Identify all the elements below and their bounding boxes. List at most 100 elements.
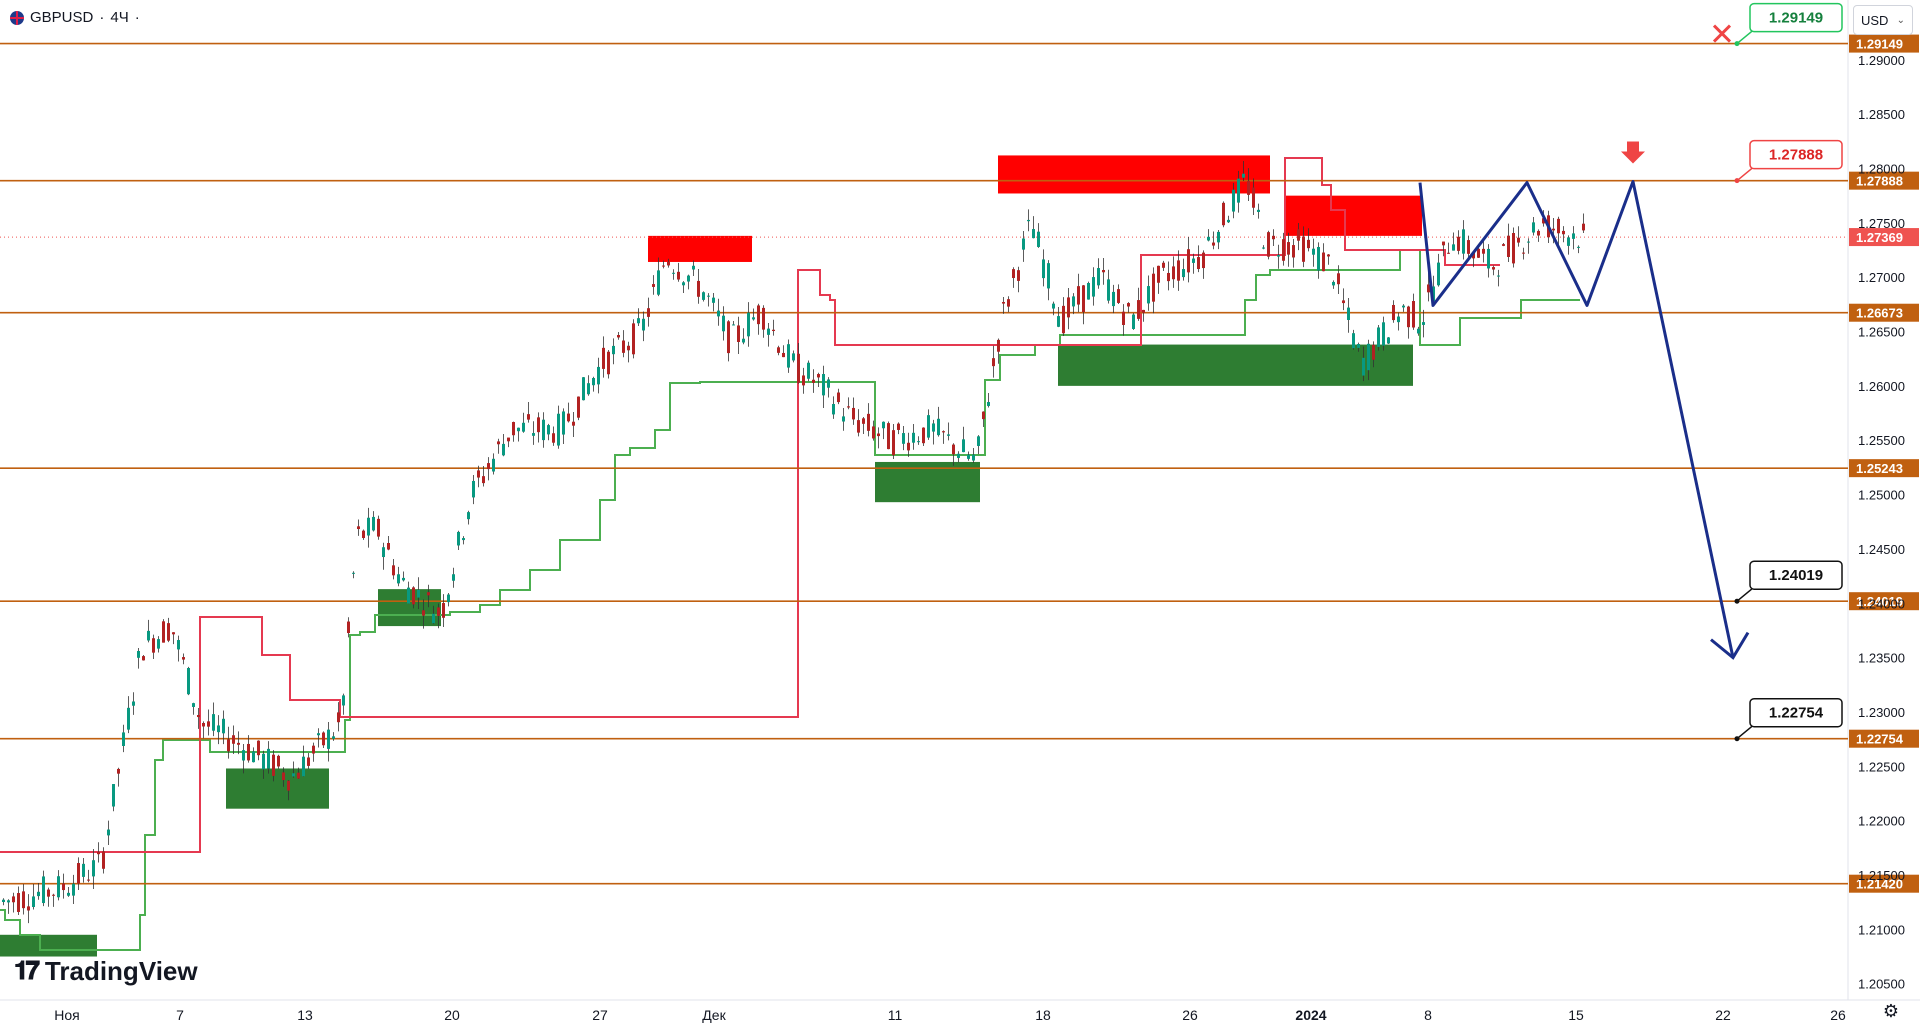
uptrend-band-line xyxy=(0,249,1580,951)
candle-body xyxy=(742,338,745,343)
candle-body xyxy=(282,772,285,781)
current-price-tag xyxy=(1849,228,1919,247)
candle-body xyxy=(677,271,680,280)
level-price-tag-6 xyxy=(1849,874,1919,893)
candle-body xyxy=(1122,311,1125,325)
candle-body xyxy=(97,852,100,855)
candle-body xyxy=(1247,180,1250,195)
chart-axes xyxy=(0,0,1920,1001)
zones-layer xyxy=(0,155,1422,957)
price-tick-12: 1.23000 xyxy=(1858,705,1905,720)
candle-body xyxy=(437,607,440,616)
candle-body xyxy=(1527,241,1530,243)
gb-us-flag-icon xyxy=(10,10,24,25)
target-dot-2 xyxy=(1734,598,1740,604)
target-label-3: 1.22754 xyxy=(1769,705,1824,722)
candle-body xyxy=(142,656,145,661)
gear-icon[interactable]: ⚙ xyxy=(1882,1001,1900,1021)
candle-body xyxy=(692,265,695,270)
candle-body xyxy=(377,518,380,537)
price-tick-9: 1.24500 xyxy=(1858,542,1905,557)
candle-body xyxy=(152,638,155,653)
support-zone-4 xyxy=(0,934,97,957)
candle-body xyxy=(1472,252,1475,259)
currency-value: USD xyxy=(1861,12,1889,28)
candle-body xyxy=(472,480,475,498)
price-tick-13: 1.22500 xyxy=(1858,759,1905,774)
candle-body xyxy=(592,378,595,386)
price-tick-5: 1.26500 xyxy=(1858,325,1905,340)
candle-body xyxy=(1437,262,1440,286)
candle-body xyxy=(747,312,750,337)
candle-body xyxy=(1307,239,1310,249)
candle-body xyxy=(922,427,925,444)
candle-body xyxy=(972,454,975,461)
candle-body xyxy=(292,773,295,777)
candle-body xyxy=(852,407,855,420)
candle-body xyxy=(382,547,385,558)
candle-body xyxy=(1422,322,1425,325)
candle-body xyxy=(357,526,360,530)
candle-body xyxy=(1302,236,1305,262)
level-price-label-4: 1.24019 xyxy=(1856,594,1903,609)
support-zone-1 xyxy=(1058,344,1413,386)
candle-body xyxy=(662,265,665,267)
candle-body xyxy=(1217,231,1220,243)
level-price-tag-0 xyxy=(1849,34,1919,53)
candle-body xyxy=(287,780,290,791)
candle-body xyxy=(32,896,35,908)
candle-body xyxy=(1552,228,1555,231)
candle-body xyxy=(1172,266,1175,280)
candle-body xyxy=(322,732,325,746)
candle-body xyxy=(1192,258,1195,263)
candle-body xyxy=(772,329,775,332)
candle-body xyxy=(542,419,545,441)
candle-body xyxy=(492,458,495,472)
currency-select[interactable]: USD ⌄ xyxy=(1853,5,1913,35)
candle-body xyxy=(197,715,200,718)
candle-body xyxy=(502,443,505,456)
time-scale[interactable]: Ноя 7 13 20 27 Дек 11 18 26 2024 8 15 22 26 xyxy=(54,1007,1846,1023)
candle-body xyxy=(392,565,395,576)
candle-body xyxy=(1212,242,1215,246)
candle-body xyxy=(297,772,300,779)
candle-body xyxy=(1577,246,1580,248)
price-tick-6: 1.26000 xyxy=(1858,379,1905,394)
price-tick-17: 1.20500 xyxy=(1858,977,1905,992)
price-tick-14: 1.22000 xyxy=(1858,814,1905,829)
candle-body xyxy=(587,383,590,395)
candle-body xyxy=(657,270,660,295)
levels-layer: 1.29149 1.27888 1.26673 1.25243 1.24019 1.227… xyxy=(0,34,1919,893)
candle-body xyxy=(147,630,150,641)
candle-body xyxy=(1147,286,1150,304)
candle-body xyxy=(1052,303,1055,309)
candle-body xyxy=(52,894,55,896)
candle-body xyxy=(842,416,845,422)
target-box-1 xyxy=(1749,139,1843,170)
candle-body xyxy=(22,891,25,909)
candle-body xyxy=(247,743,250,761)
candle-body xyxy=(1297,229,1300,241)
target-leader-1 xyxy=(1736,166,1755,182)
interval-label: 4Ч xyxy=(110,9,129,26)
candle-body xyxy=(57,876,60,898)
forecast-layer xyxy=(1418,24,1750,660)
candle-body xyxy=(812,379,815,383)
candle-body xyxy=(667,261,670,266)
candle-body xyxy=(507,437,510,442)
candle-body xyxy=(917,441,920,443)
candle-body xyxy=(1452,244,1455,251)
candle-body xyxy=(1112,291,1115,307)
candle-body xyxy=(642,318,645,331)
price-scale[interactable]: 1.29000 1.28500 1.28000 1.27500 1.27000 1.265… xyxy=(1858,53,1905,992)
symbol-header[interactable]: GBPUSD · 4Ч · xyxy=(10,9,140,26)
candle-body xyxy=(317,733,320,736)
candle-body xyxy=(637,318,640,324)
candle-body xyxy=(77,863,80,884)
candle-body xyxy=(702,292,705,300)
candle-body xyxy=(452,574,455,581)
level-price-label-6: 1.21420 xyxy=(1856,877,1903,892)
candle-body xyxy=(1557,218,1560,234)
time-tick-1: 7 xyxy=(176,1007,184,1023)
